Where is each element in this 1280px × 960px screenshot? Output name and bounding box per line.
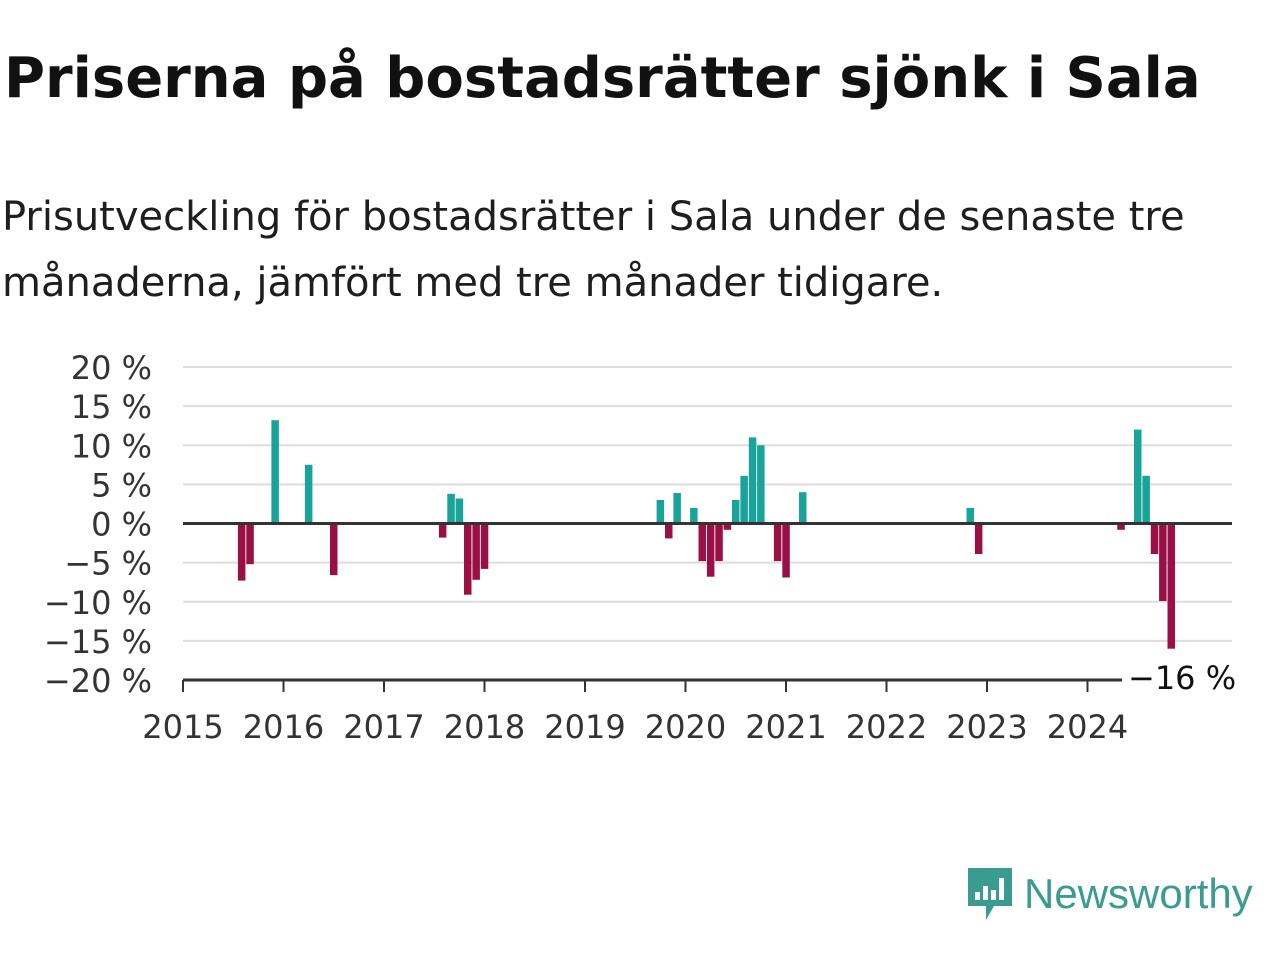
grid-lines (183, 366, 1232, 642)
bar-negative (246, 523, 254, 565)
y-tick-label: −5 % (64, 545, 152, 583)
last-value-label: −16 % (1128, 659, 1236, 697)
bar-positive (1134, 429, 1142, 524)
bar-negative (480, 523, 489, 569)
bar-positive (966, 507, 974, 524)
bar-positive (656, 500, 665, 524)
bar-negative (472, 523, 480, 580)
y-tick-label: −15 % (44, 623, 152, 661)
bar-negative (665, 523, 673, 539)
newsworthy-logo: Newsworthy (964, 864, 1253, 924)
bar-positive (740, 475, 748, 524)
bar-positive (1142, 475, 1150, 524)
y-tick-label: 15 % (71, 388, 152, 426)
bar-positive (271, 420, 279, 524)
x-tick-label: 2024 (1047, 708, 1128, 746)
y-tick-label: −20 % (44, 662, 152, 700)
bar-negative (464, 523, 472, 595)
y-tick-label: 20 % (71, 349, 152, 387)
x-tick-label: 2021 (745, 708, 826, 746)
x-tick-label: 2016 (243, 708, 324, 746)
bars (237, 420, 1175, 649)
bar-negative (330, 523, 338, 576)
bar-positive (748, 437, 757, 524)
bar-negative (1150, 523, 1159, 554)
bar-negative (438, 523, 447, 538)
chart-subtitle: Prisutveckling för bostadsrätter i Sala … (2, 194, 1185, 306)
bar-negative (974, 523, 983, 554)
bar-positive (304, 464, 313, 524)
bar-positive (799, 492, 807, 524)
bar-negative (1159, 523, 1167, 601)
x-tick-label: 2023 (946, 708, 1027, 746)
y-axis-labels: 20 %15 %10 %5 %0 %−5 %−10 %−15 %−20 % (44, 349, 152, 700)
bar-negative (1117, 523, 1125, 530)
y-tick-label: 0 % (91, 506, 152, 544)
y-tick-label: −10 % (44, 584, 152, 622)
y-tick-label: 10 % (71, 427, 152, 465)
newsworthy-logo-icon (968, 868, 1012, 920)
y-tick-label: 5 % (91, 466, 152, 504)
bar-negative (1167, 523, 1175, 649)
bar-negative (723, 523, 732, 530)
bar-chart: 20 %15 %10 %5 %0 %−5 %−10 %−15 %−20 % 20… (44, 349, 1236, 746)
x-axis-labels: 2015 2016 2017 2018 2019 2020 2021 2022 2023 2024 (142, 708, 1128, 746)
x-tick-label: 2022 (846, 708, 927, 746)
x-tick-label: 2019 (544, 708, 625, 746)
bar-negative (237, 523, 246, 581)
brand-name: Newsworthy (1024, 870, 1253, 917)
bar-positive (455, 498, 464, 524)
bar-negative (698, 523, 706, 562)
bar-positive (732, 500, 740, 524)
bar-positive (673, 493, 681, 524)
bar-positive (447, 493, 455, 524)
bar-negative (773, 523, 782, 562)
bar-positive (690, 507, 698, 524)
x-tick-label: 2018 (444, 708, 525, 746)
bar-negative (782, 523, 790, 578)
bar-positive (757, 445, 765, 524)
x-tick-label: 2017 (343, 708, 424, 746)
axes (182, 522, 1232, 692)
x-tick-label: 2020 (645, 708, 726, 746)
x-tick-label: 2015 (142, 708, 223, 746)
bar-negative (715, 523, 723, 562)
bar-negative (706, 523, 715, 577)
chart-title: Priserna på bostadsrätter sjönk i Sala (4, 46, 1201, 111)
